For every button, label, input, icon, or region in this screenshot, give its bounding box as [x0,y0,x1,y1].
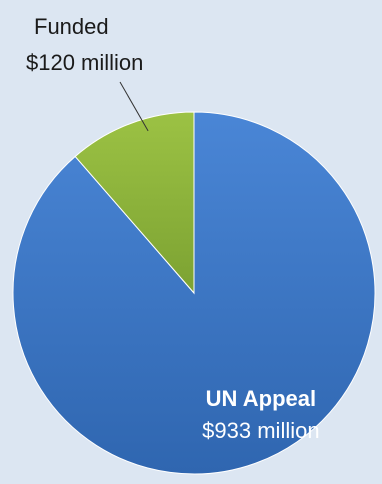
slice-label-name: UN Appeal [206,386,316,411]
slice-label-value: $120 million [26,50,143,75]
slice-label-name: Funded [34,14,109,39]
slice-leader-line [119,81,149,132]
pie-slices [12,111,376,475]
pie-slice-funded [74,111,195,295]
pie-labels: UN Appeal $933 million Funded $120 million [26,14,320,443]
slice-label-value: $933 million [202,418,319,443]
